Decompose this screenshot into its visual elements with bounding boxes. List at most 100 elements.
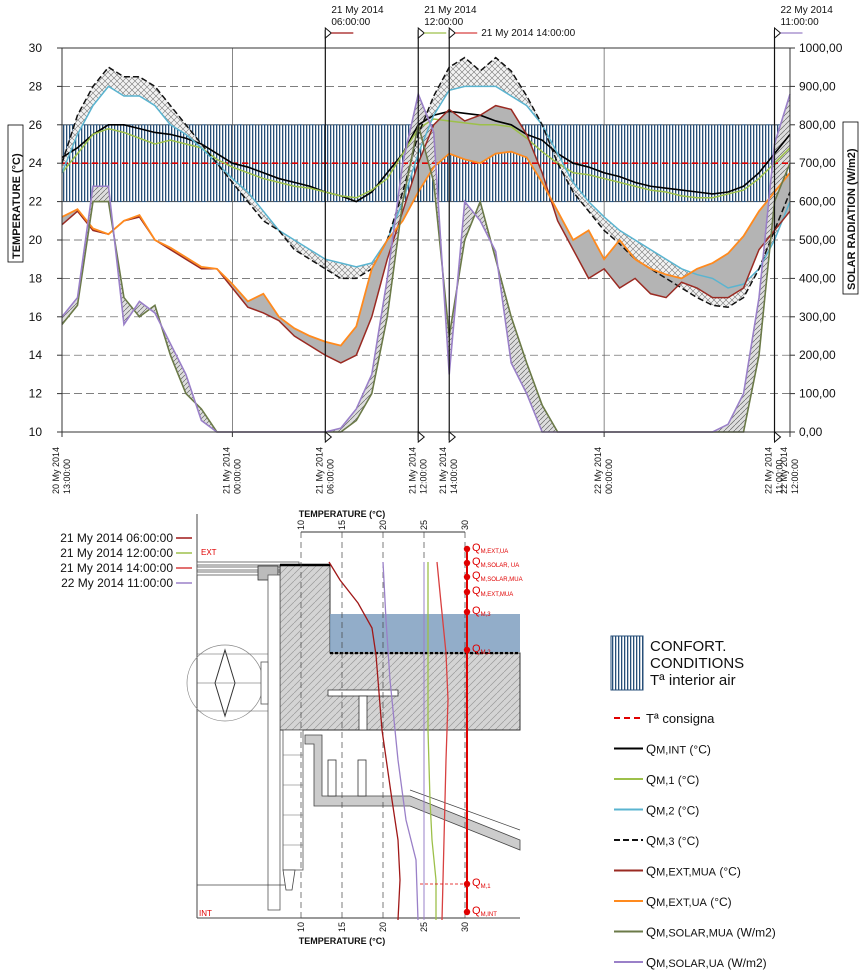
x-tick-label-date: 20 My 2014: [51, 447, 61, 494]
y-tick-label: 24: [29, 156, 43, 170]
section-tick-top: 20: [378, 520, 388, 530]
left-axis-ticks: 10 12 14 16 18 20 22 24 26 28 30: [29, 41, 62, 439]
x-tick-label-date: 22 My 2014: [593, 447, 603, 494]
q-point: [463, 588, 471, 596]
q-point: [463, 646, 471, 654]
x-tick-label-time: 12:00:00: [418, 459, 428, 494]
y2-tick-label: 1000,00: [799, 41, 843, 55]
x-tick-label-time: 14:00:00: [449, 459, 459, 494]
y2-tick-label: 600,00: [799, 195, 836, 209]
marker-flag-top: [417, 26, 426, 40]
section-tick-bottom: 15: [337, 922, 347, 932]
legend-comfort-line2: CONDITIONS: [650, 655, 744, 672]
legend-label: QM,SOLAR,UA (W/m2): [646, 955, 767, 970]
legend-label: QM,INT (°C): [646, 742, 711, 757]
marker-flag-top: [448, 26, 457, 40]
section-axis-title-bottom: TEMPERATURE (°C): [299, 936, 385, 946]
x-tick-label-time: 00:00:00: [604, 459, 614, 494]
x-tick-label-time: 13:00:00: [62, 459, 72, 494]
marker-flag-bottom: [774, 430, 782, 444]
q-point: [463, 608, 471, 616]
profile-1400: [436, 561, 449, 921]
y2-tick-label: 0,00: [799, 425, 823, 439]
section-axis-title-top: TEMPERATURE (°C): [299, 509, 385, 519]
section-temperature-grid: 10 10 15 15 20 20 25 25 30 30: [296, 520, 470, 932]
marker-date: 21 My 2014: [424, 5, 477, 16]
q-label: QM,3: [472, 605, 491, 618]
marker-date: 22 My 2014: [781, 5, 834, 16]
profile-0600: [328, 561, 401, 921]
wall-drawing: [186, 514, 521, 919]
legend-items: Tª consigna QM,INT (°C) QM,1 (°C) QM,2 (°C)…: [614, 711, 776, 970]
right-axis-ticks: 0,00 100,00 200,00 300,00 400,00 500,00 600,00…: [790, 41, 843, 439]
x-tick-label-time: 11:00:00: [775, 460, 785, 494]
marker-date: 21 My 2014 14:00:00: [481, 28, 575, 39]
x-tick-label-time: 06:00:00: [325, 459, 335, 494]
marker-time: 06:00:00: [331, 17, 370, 28]
y2-tick-label: 200,00: [799, 348, 836, 362]
y-tick-label: 30: [29, 41, 43, 55]
y2-tick-label: 400,00: [799, 271, 836, 285]
marker-flag-top: [324, 26, 333, 40]
legend-comfort-swatch: [610, 635, 644, 691]
marker-time: 12:00:00: [424, 17, 463, 28]
right-axis-label: SOLAR RADIATION (W/m2): [842, 121, 859, 295]
section-tick-top: 30: [460, 520, 470, 530]
svg-text:TEMPERATURE (°C): TEMPERATURE (°C): [11, 153, 23, 259]
q-label: QM,SOLAR,MUA: [472, 570, 523, 583]
svg-text:SOLAR RADIATION (W/m2): SOLAR RADIATION (W/m2): [846, 148, 858, 290]
section-key-label: 21 My 2014 14:00:00: [60, 561, 173, 575]
section-tick-top: 15: [337, 520, 347, 530]
x-tick-label-date: 21 My 2014: [314, 447, 324, 494]
y-tick-label: 18: [29, 271, 43, 285]
profile-1100: [382, 561, 419, 921]
x-tick-label-time: 12:00:00: [790, 459, 800, 494]
y-tick-label: 16: [29, 310, 43, 324]
marker-date: 21 My 2014: [331, 5, 384, 16]
q-label: QM,EXT,MUA: [472, 585, 513, 598]
section-key-label: 21 My 2014 06:00:00: [60, 531, 173, 545]
y2-tick-label: 500,00: [799, 233, 836, 247]
x-axis-ticks: 20 My 2014 13:00:00 21 My 2014 00:00:00 21 M…: [51, 432, 800, 494]
left-axis-label: TEMPERATURE (°C): [7, 124, 24, 263]
profile-1200: [427, 562, 437, 920]
y2-tick-label: 700,00: [799, 156, 836, 170]
section-tick-bottom: 10: [296, 922, 306, 932]
legend: CONFORT. CONDITIONS Tª interior air Tª c…: [610, 635, 776, 970]
x-tick-label-date: 21 My 2014: [407, 447, 417, 494]
q-label: QM,1: [472, 877, 491, 890]
y-tick-label: 20: [29, 233, 43, 247]
x-tick-label-date: 21 My 2014: [221, 447, 231, 494]
series-m2: [61, 85, 791, 289]
series-gap-fills: [62, 57, 790, 432]
x-tick-label-time: 00:00:00: [232, 459, 242, 494]
y-tick-label: 22: [29, 195, 43, 209]
series-int: [61, 110, 791, 203]
legend-label: QM,2 (°C): [646, 803, 699, 818]
y2-tick-label: 800,00: [799, 118, 836, 132]
marker-flag-top: [774, 26, 782, 40]
y2-tick-label: 100,00: [799, 387, 836, 401]
y-tick-label: 12: [29, 387, 43, 401]
y-tick-label: 28: [29, 79, 43, 93]
grid-lines: [62, 48, 790, 432]
marker-time: 11:00:00: [781, 17, 820, 28]
q-label: QM,INT: [472, 905, 497, 918]
q-point: [463, 559, 471, 567]
y-tick-label: 10: [29, 425, 43, 439]
legend-label: QM,SOLAR,MUA (W/m2): [646, 925, 776, 940]
legend-interior-air: Tª interior air: [650, 672, 736, 689]
series-m1: [61, 118, 791, 199]
q-point: [463, 545, 471, 553]
x-tick-label-date: 22 My 2014: [764, 447, 774, 494]
legend-label: Tª consigna: [646, 711, 715, 726]
section-tick-top: 25: [419, 520, 429, 530]
section-tick-top: 10: [296, 520, 306, 530]
marker-flag-bottom: [417, 430, 426, 444]
fill-ext: [62, 105, 790, 363]
